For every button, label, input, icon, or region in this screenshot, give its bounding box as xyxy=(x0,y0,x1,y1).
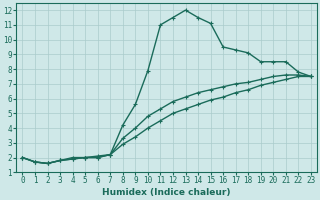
X-axis label: Humidex (Indice chaleur): Humidex (Indice chaleur) xyxy=(102,188,231,197)
